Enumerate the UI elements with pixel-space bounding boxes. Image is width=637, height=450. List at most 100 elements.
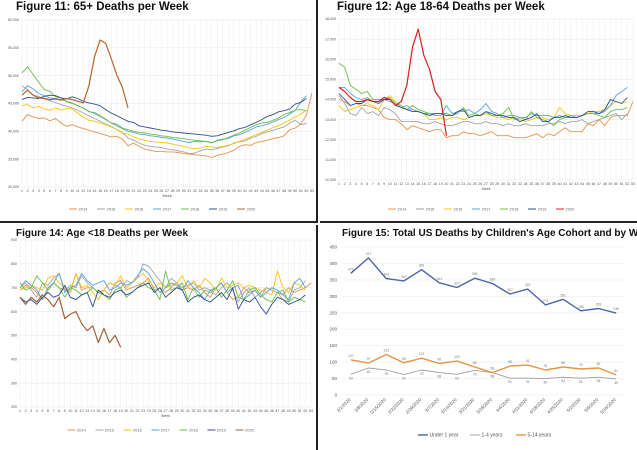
x-tick-label: 19	[119, 409, 123, 413]
legend-label-2018: 2018	[191, 206, 201, 211]
y-tick-label: 0	[334, 393, 337, 398]
x-tick-label: 25	[473, 182, 477, 186]
x-tick-label: 21	[450, 182, 454, 186]
x-tick-label: 32	[512, 182, 516, 186]
x-tick-label: 5	[361, 182, 363, 186]
x-tick-label: 23	[461, 182, 465, 186]
x-tick-label: 26	[158, 409, 162, 413]
legend-label-2019: 2019	[219, 206, 229, 211]
y-tick-label: 40,000	[8, 130, 19, 134]
series-line-2020	[21, 39, 129, 109]
legend-label-5-14-years: 5-14 years	[528, 433, 552, 439]
figure-12-title: Figure 12: Age 18-64 Deaths per Week	[337, 1, 545, 13]
x-tick-label: 41	[563, 182, 567, 186]
data-label-under-1-year: 322	[525, 283, 531, 287]
x-tick-label: 22	[456, 182, 460, 186]
x-tick-label: 51	[620, 182, 624, 186]
x-tick-label: 37	[221, 189, 225, 193]
x-tick-label: 9	[64, 409, 66, 413]
y-tick-label: 50	[332, 376, 338, 381]
x-tick-label: 4	[355, 182, 357, 186]
x-tick-label: 3/21/2020	[458, 397, 476, 415]
x-tick-label: 9	[383, 182, 385, 186]
x-tick-label: 1	[21, 189, 23, 193]
x-tick-label: 52	[625, 182, 629, 186]
legend-label-2020: 2020	[245, 427, 255, 432]
series-line-2014	[338, 99, 634, 139]
x-tick-label: 27	[484, 182, 488, 186]
y-tick-label: 12,000	[325, 138, 336, 142]
x-tick-label: 28	[171, 189, 175, 193]
x-tick-label: 15	[98, 189, 102, 193]
data-label-1-4-years: 68	[490, 375, 494, 379]
legend-label-2018: 2018	[510, 206, 520, 211]
x-tick-label: 39	[232, 189, 236, 193]
x-tick-label: 14	[411, 182, 415, 186]
series-line-2016	[21, 104, 307, 150]
data-label-1-4-years: 62	[402, 377, 406, 381]
data-label-under-1-year: 327	[454, 281, 460, 285]
y-tick-label: 300	[11, 381, 17, 385]
legend-label-2018: 2018	[189, 427, 199, 432]
series-line-2020	[338, 28, 447, 136]
data-label-1-4-years: 49	[614, 381, 618, 385]
series-line-2018	[338, 62, 628, 127]
x-tick-label: 16	[104, 189, 108, 193]
y-tick-label: 200	[11, 405, 17, 409]
series-line-2019	[21, 94, 307, 137]
x-tick-label: 7	[53, 409, 55, 413]
y-tick-label: 45,000	[8, 102, 19, 106]
data-label-5-14-years: 68	[490, 367, 494, 371]
data-label-5-14-years: 91	[526, 359, 530, 363]
x-tick-label: 36	[215, 189, 219, 193]
x-tick-label: 1	[338, 182, 340, 186]
x-tick-label: 13	[87, 189, 91, 193]
x-tick-label: 44	[260, 189, 264, 193]
x-tick-label: 46	[271, 189, 275, 193]
x-tick-label: 18	[433, 182, 437, 186]
data-label-1-4-years: 82	[367, 370, 371, 374]
series-line-under-1-year	[350, 257, 617, 314]
x-tick-label: 17	[109, 189, 113, 193]
x-tick-label: 20	[126, 189, 130, 193]
x-tick-label: 27	[164, 409, 168, 413]
x-tick-label: 11	[74, 409, 78, 413]
series-line-2020	[19, 294, 122, 348]
x-tick-label: 31	[507, 182, 511, 186]
y-tick-label: 150	[329, 343, 337, 348]
data-label-5-14-years: 88	[508, 360, 512, 364]
x-tick-label: 22	[136, 409, 140, 413]
y-tick-label: 300	[329, 294, 337, 299]
x-tick-label: 2/29/2020	[405, 397, 423, 415]
x-tick-label: 10	[68, 409, 72, 413]
legend-label-2017: 2017	[163, 206, 173, 211]
x-tick-label: 25	[152, 409, 156, 413]
x-tick-label: 4/18/2020	[528, 397, 546, 415]
x-axis-label: Week	[481, 187, 490, 191]
y-tick-label: 250	[329, 310, 337, 315]
legend-label-2014: 2014	[398, 206, 408, 211]
x-tick-label: 24	[147, 409, 151, 413]
y-tick-label: 60,000	[8, 18, 19, 22]
data-label-5-14-years: 123	[383, 349, 389, 353]
x-tick-label: 9	[66, 189, 68, 193]
x-tick-label: 42	[249, 189, 253, 193]
series-line-2017	[19, 268, 306, 301]
data-label-1-4-years: 75	[473, 372, 477, 376]
x-axis-label: Week	[162, 194, 171, 198]
data-label-5-14-years: 85	[561, 361, 565, 365]
x-tick-label: 40	[558, 182, 562, 186]
x-tick-label: 3/7/2020	[424, 397, 440, 413]
y-tick-label: 100	[329, 360, 337, 365]
x-tick-label: 13	[405, 182, 409, 186]
y-tick-label: 14,000	[325, 98, 336, 102]
x-tick-label: 20	[444, 182, 448, 186]
x-tick-label: 2	[27, 189, 29, 193]
data-label-5-14-years: 96	[437, 357, 441, 361]
data-label-5-14-years: 98	[402, 357, 406, 361]
x-tick-label: 35	[208, 409, 212, 413]
x-tick-label: 18	[115, 189, 119, 193]
x-tick-label: 34	[524, 182, 528, 186]
x-tick-label: 14	[91, 409, 95, 413]
